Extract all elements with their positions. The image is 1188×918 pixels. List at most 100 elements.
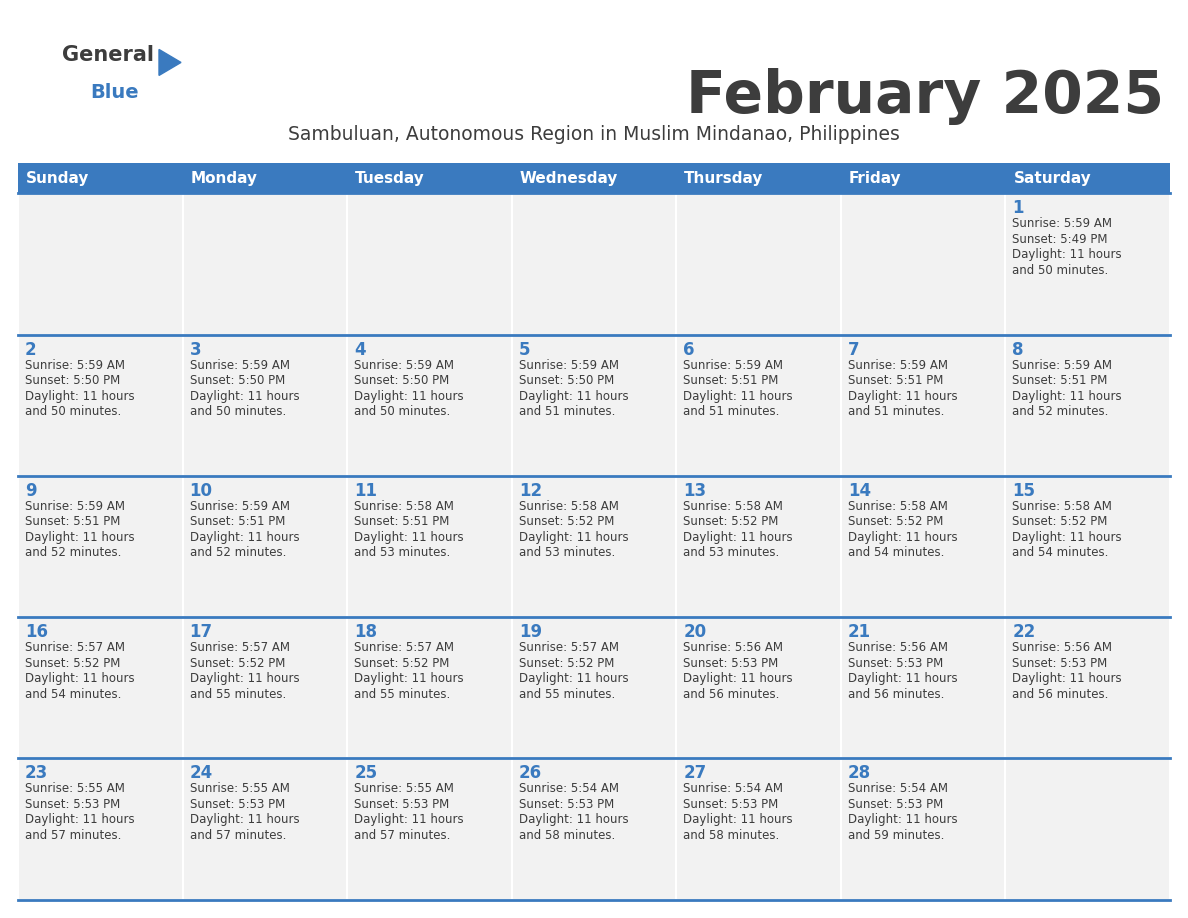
Text: and 57 minutes.: and 57 minutes. — [354, 829, 450, 842]
Bar — [347, 335, 512, 476]
Text: Daylight: 11 hours: Daylight: 11 hours — [519, 531, 628, 543]
Text: Sunrise: 5:58 AM: Sunrise: 5:58 AM — [1012, 500, 1112, 513]
Text: Sunday: Sunday — [26, 171, 89, 186]
Text: Sunrise: 5:59 AM: Sunrise: 5:59 AM — [190, 359, 290, 372]
Text: Sunset: 5:52 PM: Sunset: 5:52 PM — [190, 656, 285, 669]
Text: 3: 3 — [190, 341, 201, 359]
Bar — [841, 617, 1005, 758]
Text: and 58 minutes.: and 58 minutes. — [683, 829, 779, 842]
Text: and 56 minutes.: and 56 minutes. — [1012, 688, 1108, 700]
Text: Sunrise: 5:54 AM: Sunrise: 5:54 AM — [519, 782, 619, 795]
Text: and 52 minutes.: and 52 minutes. — [190, 546, 286, 559]
Text: Sunset: 5:53 PM: Sunset: 5:53 PM — [190, 798, 285, 811]
Text: 19: 19 — [519, 623, 542, 641]
Text: Sambuluan, Autonomous Region in Muslim Mindanao, Philippines: Sambuluan, Autonomous Region in Muslim M… — [287, 126, 901, 144]
Text: Daylight: 11 hours: Daylight: 11 hours — [354, 672, 463, 685]
Text: Sunset: 5:51 PM: Sunset: 5:51 PM — [1012, 375, 1107, 387]
Text: and 56 minutes.: and 56 minutes. — [683, 688, 779, 700]
Text: Daylight: 11 hours: Daylight: 11 hours — [354, 389, 463, 403]
Text: Sunrise: 5:57 AM: Sunrise: 5:57 AM — [354, 641, 454, 655]
Text: Monday: Monday — [190, 171, 258, 186]
Text: and 52 minutes.: and 52 minutes. — [25, 546, 121, 559]
Bar — [183, 194, 347, 335]
Bar — [18, 476, 183, 617]
Text: Sunrise: 5:59 AM: Sunrise: 5:59 AM — [848, 359, 948, 372]
Text: Sunrise: 5:59 AM: Sunrise: 5:59 AM — [25, 500, 125, 513]
Text: and 50 minutes.: and 50 minutes. — [1012, 263, 1108, 277]
Text: 11: 11 — [354, 482, 377, 500]
Text: Sunrise: 5:56 AM: Sunrise: 5:56 AM — [848, 641, 948, 655]
Text: Thursday: Thursday — [684, 171, 764, 186]
Bar — [347, 758, 512, 900]
Text: and 55 minutes.: and 55 minutes. — [190, 688, 286, 700]
Polygon shape — [159, 50, 181, 75]
Text: 22: 22 — [1012, 623, 1036, 641]
Text: Sunrise: 5:56 AM: Sunrise: 5:56 AM — [683, 641, 783, 655]
Text: Daylight: 11 hours: Daylight: 11 hours — [25, 672, 134, 685]
Bar — [841, 476, 1005, 617]
Text: Daylight: 11 hours: Daylight: 11 hours — [1012, 531, 1121, 543]
Text: Sunset: 5:52 PM: Sunset: 5:52 PM — [848, 515, 943, 529]
Text: Friday: Friday — [849, 171, 902, 186]
Text: Daylight: 11 hours: Daylight: 11 hours — [25, 531, 134, 543]
Bar — [183, 617, 347, 758]
Bar — [841, 194, 1005, 335]
Bar — [512, 617, 676, 758]
Text: Daylight: 11 hours: Daylight: 11 hours — [1012, 672, 1121, 685]
Text: 26: 26 — [519, 765, 542, 782]
Text: Sunset: 5:52 PM: Sunset: 5:52 PM — [1012, 515, 1107, 529]
Text: Sunrise: 5:58 AM: Sunrise: 5:58 AM — [683, 500, 783, 513]
Text: Sunrise: 5:59 AM: Sunrise: 5:59 AM — [519, 359, 619, 372]
Text: Sunrise: 5:58 AM: Sunrise: 5:58 AM — [354, 500, 454, 513]
Text: and 55 minutes.: and 55 minutes. — [519, 688, 615, 700]
Text: Sunset: 5:53 PM: Sunset: 5:53 PM — [848, 656, 943, 669]
Text: Daylight: 11 hours: Daylight: 11 hours — [1012, 249, 1121, 262]
Text: Sunset: 5:52 PM: Sunset: 5:52 PM — [354, 656, 449, 669]
Bar — [1005, 617, 1170, 758]
Bar — [676, 617, 841, 758]
Bar — [841, 335, 1005, 476]
Text: Daylight: 11 hours: Daylight: 11 hours — [848, 389, 958, 403]
Bar — [676, 476, 841, 617]
Text: and 50 minutes.: and 50 minutes. — [354, 405, 450, 419]
Text: 14: 14 — [848, 482, 871, 500]
Text: Daylight: 11 hours: Daylight: 11 hours — [25, 813, 134, 826]
Text: Sunrise: 5:56 AM: Sunrise: 5:56 AM — [1012, 641, 1112, 655]
Text: Sunrise: 5:55 AM: Sunrise: 5:55 AM — [190, 782, 290, 795]
Text: Daylight: 11 hours: Daylight: 11 hours — [190, 813, 299, 826]
Bar — [183, 335, 347, 476]
Text: Daylight: 11 hours: Daylight: 11 hours — [519, 389, 628, 403]
Bar — [1005, 335, 1170, 476]
Text: and 57 minutes.: and 57 minutes. — [190, 829, 286, 842]
Text: Daylight: 11 hours: Daylight: 11 hours — [683, 813, 792, 826]
Text: Sunrise: 5:59 AM: Sunrise: 5:59 AM — [683, 359, 783, 372]
Text: Sunrise: 5:58 AM: Sunrise: 5:58 AM — [519, 500, 619, 513]
Text: and 51 minutes.: and 51 minutes. — [848, 405, 944, 419]
Text: Sunset: 5:52 PM: Sunset: 5:52 PM — [519, 515, 614, 529]
Text: Sunset: 5:53 PM: Sunset: 5:53 PM — [519, 798, 614, 811]
Bar — [347, 617, 512, 758]
Text: Sunrise: 5:57 AM: Sunrise: 5:57 AM — [190, 641, 290, 655]
Bar — [183, 476, 347, 617]
Text: Daylight: 11 hours: Daylight: 11 hours — [190, 672, 299, 685]
Text: Sunrise: 5:59 AM: Sunrise: 5:59 AM — [354, 359, 454, 372]
Bar — [512, 758, 676, 900]
Bar — [512, 194, 676, 335]
Text: Sunset: 5:51 PM: Sunset: 5:51 PM — [683, 375, 778, 387]
Text: and 56 minutes.: and 56 minutes. — [848, 688, 944, 700]
Text: Sunset: 5:53 PM: Sunset: 5:53 PM — [25, 798, 120, 811]
Text: 4: 4 — [354, 341, 366, 359]
Text: 10: 10 — [190, 482, 213, 500]
Bar — [1005, 194, 1170, 335]
Text: and 57 minutes.: and 57 minutes. — [25, 829, 121, 842]
Text: Sunrise: 5:55 AM: Sunrise: 5:55 AM — [354, 782, 454, 795]
Text: Daylight: 11 hours: Daylight: 11 hours — [683, 531, 792, 543]
Text: Sunset: 5:51 PM: Sunset: 5:51 PM — [25, 515, 120, 529]
Text: and 51 minutes.: and 51 minutes. — [683, 405, 779, 419]
Text: Sunrise: 5:57 AM: Sunrise: 5:57 AM — [25, 641, 125, 655]
Text: Sunset: 5:51 PM: Sunset: 5:51 PM — [190, 515, 285, 529]
Text: Sunset: 5:52 PM: Sunset: 5:52 PM — [683, 515, 778, 529]
Text: Daylight: 11 hours: Daylight: 11 hours — [25, 389, 134, 403]
Text: and 58 minutes.: and 58 minutes. — [519, 829, 615, 842]
Text: and 51 minutes.: and 51 minutes. — [519, 405, 615, 419]
